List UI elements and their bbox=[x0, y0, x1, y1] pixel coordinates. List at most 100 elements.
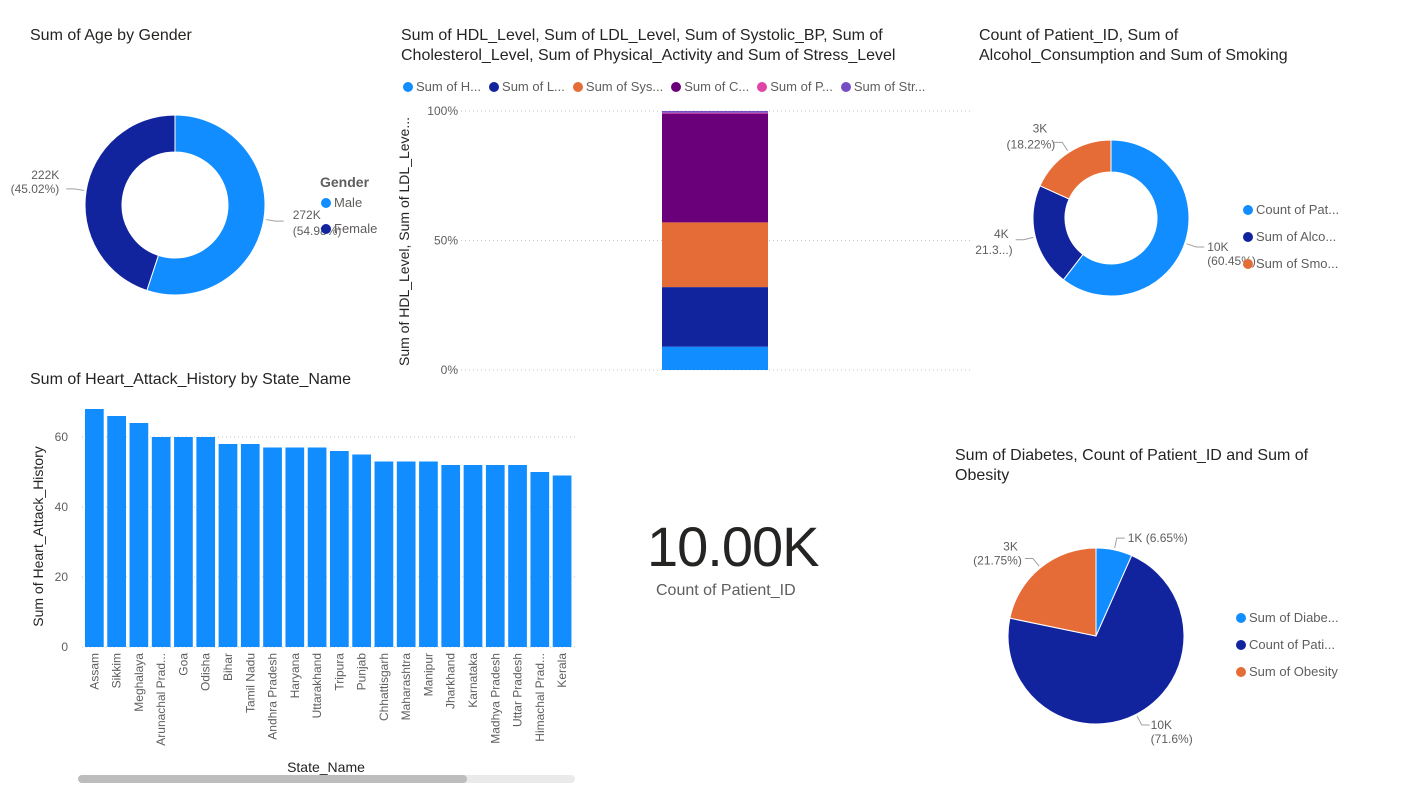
x-tick-label: Assam bbox=[87, 653, 101, 690]
horizontal-scrollbar-thumb[interactable] bbox=[78, 775, 467, 783]
y-tick-label: 40 bbox=[55, 500, 69, 514]
stack-legend-item[interactable]: Sum of P... bbox=[757, 79, 833, 94]
legend-dot bbox=[489, 81, 500, 92]
slice-female[interactable] bbox=[84, 114, 176, 292]
bar-assam[interactable] bbox=[85, 409, 104, 647]
bar-punjab[interactable] bbox=[352, 454, 371, 648]
x-tick-label: Tripura bbox=[332, 653, 346, 691]
bar-kerala[interactable] bbox=[552, 475, 572, 648]
bar-sikkim[interactable] bbox=[107, 416, 126, 647]
leader-line bbox=[265, 219, 284, 222]
bar-bihar[interactable] bbox=[218, 444, 238, 647]
x-tick-label: Kerala bbox=[555, 653, 569, 688]
legend-dot bbox=[1236, 612, 1246, 623]
donut2-legend-item[interactable]: Sum of Smo... bbox=[1243, 250, 1339, 277]
donut2-legend-item[interactable]: Sum of Alco... bbox=[1243, 223, 1339, 250]
x-tick-label: Punjab bbox=[355, 653, 369, 691]
card-value: 10.00K bbox=[647, 515, 819, 578]
bar-madhya-pradesh[interactable] bbox=[485, 465, 505, 647]
chart-title-line1: Sum of HDL_Level, Sum of LDL_Level, Sum … bbox=[401, 27, 883, 44]
pie3-legend-item[interactable]: Sum of Diabe... bbox=[1236, 604, 1339, 631]
legend-label: Sum of Obesity bbox=[1249, 664, 1338, 679]
pie-legend: Sum of Diabe... Count of Pati... Sum of Ob… bbox=[1236, 604, 1339, 685]
legend-dot bbox=[1243, 204, 1253, 215]
legend-label: Male bbox=[334, 195, 363, 210]
bar-uttarakhand[interactable] bbox=[307, 447, 327, 648]
donut2-legend-item[interactable]: Count of Pat... bbox=[1243, 196, 1339, 223]
y-tick-label: 0% bbox=[441, 363, 459, 377]
y-tick-label: 100% bbox=[427, 104, 458, 118]
bar-haryana[interactable] bbox=[285, 447, 305, 648]
legend-label: Sum of Alco... bbox=[1256, 229, 1337, 244]
leader-line bbox=[66, 188, 85, 191]
bar-chhattisgarh[interactable] bbox=[374, 461, 394, 648]
bar-tripura[interactable] bbox=[330, 451, 349, 647]
bar-andhra-pradesh[interactable] bbox=[263, 447, 282, 648]
x-tick-label: Bihar bbox=[221, 653, 235, 681]
heart-attack-by-state-visual: Sum of Heart_Attack_History by State_Nam… bbox=[0, 362, 590, 812]
slice-sum-of-smo-[interactable] bbox=[1039, 139, 1112, 200]
patient-donut-chart: 10K(60.45%)4K(21.3...)3K(18.22%) bbox=[975, 121, 1256, 297]
horizontal-scrollbar-track[interactable] bbox=[78, 775, 575, 783]
stack-legend-item[interactable]: Sum of C... bbox=[671, 79, 749, 94]
slice-male[interactable] bbox=[146, 114, 266, 296]
x-tick-label: Goa bbox=[176, 653, 190, 676]
stack-segment-2[interactable] bbox=[662, 222, 768, 288]
legend-item-female[interactable]: Female bbox=[321, 221, 377, 236]
card-label: Count of Patient_ID bbox=[656, 582, 796, 599]
leader-line bbox=[1024, 557, 1040, 567]
slice-value-label: 4K bbox=[994, 227, 1009, 241]
stack-legend-item[interactable]: Sum of Sys... bbox=[572, 79, 663, 94]
slice-percent-label: (21.3...) bbox=[975, 243, 1013, 257]
legend-dot bbox=[671, 81, 682, 92]
pie3-legend-item[interactable]: Count of Pati... bbox=[1236, 631, 1339, 658]
bar-tamil-nadu[interactable] bbox=[240, 444, 260, 647]
bar-manipur[interactable] bbox=[419, 461, 438, 648]
stack-segment-3[interactable] bbox=[662, 113, 768, 223]
slice-count-of-pati-[interactable] bbox=[1007, 554, 1185, 725]
y-tick-label: 60 bbox=[55, 430, 69, 444]
bar-meghalaya[interactable] bbox=[129, 423, 149, 647]
y-tick-label: 50% bbox=[434, 234, 458, 248]
bar-jharkhand[interactable] bbox=[441, 465, 461, 647]
bar-maharashtra[interactable] bbox=[396, 461, 416, 648]
slice-value-label: 3K bbox=[1033, 121, 1048, 135]
stack-legend-item[interactable]: Sum of H... bbox=[403, 79, 481, 94]
leader-line bbox=[1186, 243, 1205, 248]
chart-title: Sum of Age by Gender bbox=[30, 27, 192, 44]
bar-goa[interactable] bbox=[174, 437, 193, 647]
diabetes-patient-obesity-visual: Sum of Diabetes, Count of Patient_ID and… bbox=[950, 430, 1414, 812]
bar-odisha[interactable] bbox=[196, 437, 216, 647]
x-tick-label: Arunachal Prad... bbox=[154, 653, 168, 746]
age-donut-chart: 272K(54.98%)222K(45.02%) bbox=[11, 114, 341, 296]
legend-dot-male bbox=[321, 197, 331, 208]
leader-line bbox=[1114, 537, 1125, 549]
stack-segment-1[interactable] bbox=[662, 287, 768, 347]
legend-label: Sum of Smo... bbox=[1256, 256, 1339, 271]
chart-title-line2: Obesity bbox=[955, 467, 1010, 484]
legend-dot-female bbox=[321, 223, 331, 234]
chart-title-line1: Count of Patient_ID, Sum of bbox=[979, 27, 1179, 44]
legend-label: Sum of Diabe... bbox=[1249, 610, 1339, 625]
stack-segment-4[interactable] bbox=[662, 112, 768, 114]
y-tick-label: 0 bbox=[61, 640, 68, 654]
legend-dot bbox=[757, 81, 768, 92]
legend-label: Sum of L... bbox=[502, 79, 565, 94]
bar-arunachal-prad-[interactable] bbox=[151, 437, 171, 647]
slice-sum-of-obesity[interactable] bbox=[1009, 547, 1097, 637]
x-tick-label: Andhra Pradesh bbox=[266, 653, 280, 740]
stack-legend-item[interactable]: Sum of L... bbox=[489, 79, 565, 94]
slice-value-label: 1K (6.65%) bbox=[1128, 531, 1188, 545]
stack-legend-item[interactable]: Sum of Str... bbox=[840, 79, 925, 94]
chart-title-line1: Sum of Diabetes, Count of Patient_ID and… bbox=[955, 447, 1309, 464]
legend-dot bbox=[1236, 666, 1246, 677]
legend-item-male[interactable]: Male bbox=[321, 195, 362, 210]
pie3-legend-item[interactable]: Sum of Obesity bbox=[1236, 658, 1339, 685]
bar-karnataka[interactable] bbox=[463, 465, 483, 647]
stack-segment-5[interactable] bbox=[662, 111, 768, 113]
bar-himachal-prad-[interactable] bbox=[530, 472, 550, 647]
bar-uttar-pradesh[interactable] bbox=[508, 465, 527, 647]
slice-count-of-pat-[interactable] bbox=[1062, 139, 1190, 297]
leader-line bbox=[1136, 715, 1150, 726]
stack-segment-0[interactable] bbox=[662, 346, 768, 370]
